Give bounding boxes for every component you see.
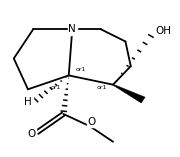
Text: O: O <box>27 129 36 139</box>
Text: OH: OH <box>156 26 172 36</box>
Text: or1: or1 <box>97 85 107 90</box>
Text: or1: or1 <box>51 85 61 90</box>
Text: O: O <box>88 117 96 127</box>
Text: H: H <box>24 97 32 107</box>
Text: or1: or1 <box>76 67 86 72</box>
Text: N: N <box>68 24 76 34</box>
Polygon shape <box>113 84 145 103</box>
